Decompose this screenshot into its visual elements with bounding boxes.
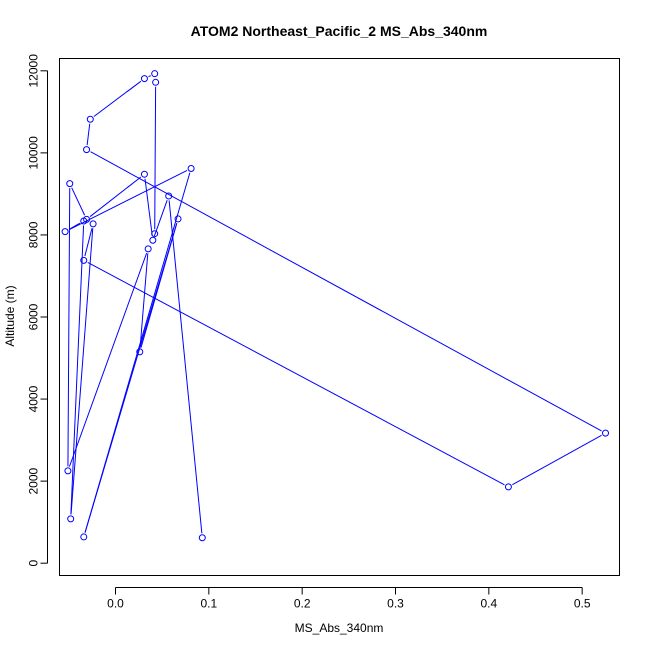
series-line-segment <box>93 80 142 117</box>
x-tick-label: 0.2 <box>294 597 311 611</box>
series-line-segment <box>139 253 149 348</box>
x-tick-label: 0.3 <box>387 597 404 611</box>
x-tick-label: 0.4 <box>480 597 497 611</box>
data-point <box>149 236 157 244</box>
data-point <box>140 170 148 178</box>
data-point <box>80 256 88 264</box>
series-layer <box>61 70 609 542</box>
series-line-segment <box>153 200 168 237</box>
series-line-segment <box>68 222 81 230</box>
data-point <box>83 146 91 154</box>
data-point <box>151 230 159 238</box>
data-point <box>86 115 94 123</box>
y-tick-label: 6000 <box>27 303 41 330</box>
data-point <box>504 483 512 491</box>
series-line-segment <box>168 200 203 534</box>
data-point <box>140 75 148 83</box>
series-line-segment <box>68 170 188 231</box>
data-point <box>187 164 195 172</box>
y-tick-label: 2000 <box>27 467 41 494</box>
data-point <box>174 215 182 223</box>
data-point <box>66 180 74 188</box>
data-point <box>67 515 75 523</box>
series-line-segment <box>70 225 85 515</box>
series-line-segment <box>84 228 93 257</box>
series-line-segment <box>70 228 94 515</box>
plot-frame <box>59 58 620 576</box>
series-line-segment <box>89 176 142 217</box>
series-line-segment <box>71 187 86 216</box>
data-point <box>64 467 72 475</box>
data-point <box>198 534 206 542</box>
data-point <box>151 70 159 78</box>
data-point <box>80 217 88 225</box>
y-tick-label: 8000 <box>27 221 41 248</box>
series-line-segment <box>87 262 505 486</box>
series-line-segment <box>512 434 602 486</box>
series-line-segment <box>154 86 157 230</box>
y-axis-label: Altitude (m) <box>3 285 17 346</box>
chart-title: ATOM2 Northeast_Pacific_2 MS_Abs_340nm <box>191 23 488 39</box>
x-axis: 0.0 0.1 0.2 0.3 0.4 0.5 <box>107 587 591 611</box>
y-tick-label: 10000 <box>27 136 41 170</box>
x-tick-label: 0.0 <box>107 597 124 611</box>
y-tick-label: 12000 <box>27 54 41 88</box>
y-tick-label: 0 <box>27 560 41 567</box>
series-line-segment <box>148 75 151 78</box>
x-tick-label: 0.5 <box>574 597 591 611</box>
y-tick-label: 4000 <box>27 385 41 412</box>
data-point <box>80 533 88 541</box>
series-line-segment <box>90 151 602 432</box>
data-point <box>152 78 160 86</box>
data-point <box>165 192 173 200</box>
x-tick-label: 0.1 <box>200 597 217 611</box>
y-axis: 0 2000 4000 6000 8000 10000 12000 <box>27 54 48 567</box>
data-point <box>61 228 69 236</box>
series-line-segment <box>86 123 91 146</box>
series-line-segment <box>84 172 191 533</box>
data-point <box>89 220 97 228</box>
series-line-segment <box>67 188 71 467</box>
data-point <box>602 429 609 437</box>
data-point <box>136 348 144 356</box>
x-axis-label: MS_Abs_340nm <box>295 621 384 635</box>
series-line-segment <box>68 252 148 467</box>
series-line-segment <box>144 178 153 236</box>
data-point <box>144 245 152 253</box>
